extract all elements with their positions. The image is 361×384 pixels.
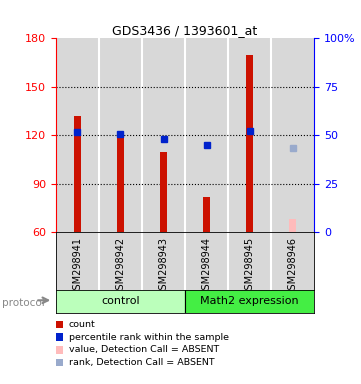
Text: protocol: protocol	[2, 298, 44, 308]
Text: count: count	[69, 320, 95, 329]
Text: control: control	[101, 296, 140, 306]
Bar	[56, 38, 99, 232]
Text: GSM298942: GSM298942	[116, 237, 126, 296]
Text: Math2 expression: Math2 expression	[200, 296, 299, 306]
Title: GDS3436 / 1393601_at: GDS3436 / 1393601_at	[112, 24, 258, 37]
Text: GSM298945: GSM298945	[244, 237, 255, 296]
Text: percentile rank within the sample: percentile rank within the sample	[69, 333, 229, 342]
Bar	[203, 197, 210, 232]
Bar	[99, 38, 142, 232]
Text: GSM298941: GSM298941	[73, 237, 82, 296]
Bar	[185, 38, 228, 232]
Bar	[246, 55, 253, 232]
Text: GSM298943: GSM298943	[158, 237, 169, 296]
Bar	[74, 116, 81, 232]
Bar	[271, 38, 314, 232]
Bar	[289, 219, 296, 232]
Bar	[228, 38, 271, 232]
Bar	[185, 290, 314, 313]
Bar	[117, 134, 124, 232]
Text: GSM298944: GSM298944	[201, 237, 212, 296]
Text: rank, Detection Call = ABSENT: rank, Detection Call = ABSENT	[69, 358, 214, 367]
Text: value, Detection Call = ABSENT: value, Detection Call = ABSENT	[69, 345, 219, 354]
Bar	[160, 152, 168, 232]
Bar	[56, 290, 185, 313]
Bar	[142, 38, 185, 232]
Text: GSM298946: GSM298946	[288, 237, 297, 296]
